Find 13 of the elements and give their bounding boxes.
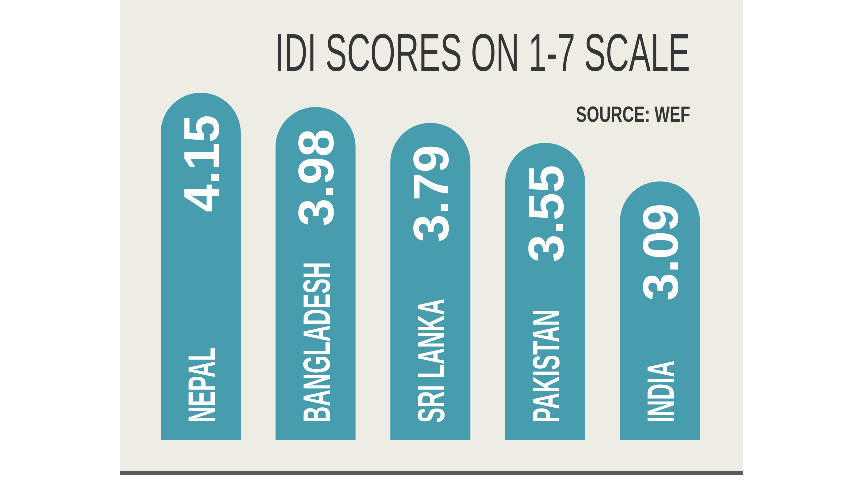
data-label: 3.79 (404, 145, 460, 242)
annotation: SOURCE: WEF (576, 102, 690, 127)
data-label: 3.09 (633, 204, 690, 301)
chart-title: IDI SCORES ON 1-7 SCALE (274, 24, 690, 83)
data-label: 4.15 (174, 115, 230, 212)
data-label: 3.98 (288, 129, 345, 227)
x-tick-label: INDIA (640, 360, 683, 423)
bar (161, 93, 241, 440)
x-tick-label: PAKISTAN (525, 310, 568, 423)
x-tick-label: NEPAL (181, 347, 224, 423)
x-tick-label: BANGLADESH (296, 262, 338, 423)
x-tick-label: SRI LANKA (410, 298, 454, 423)
data-label: 3.55 (518, 165, 574, 262)
